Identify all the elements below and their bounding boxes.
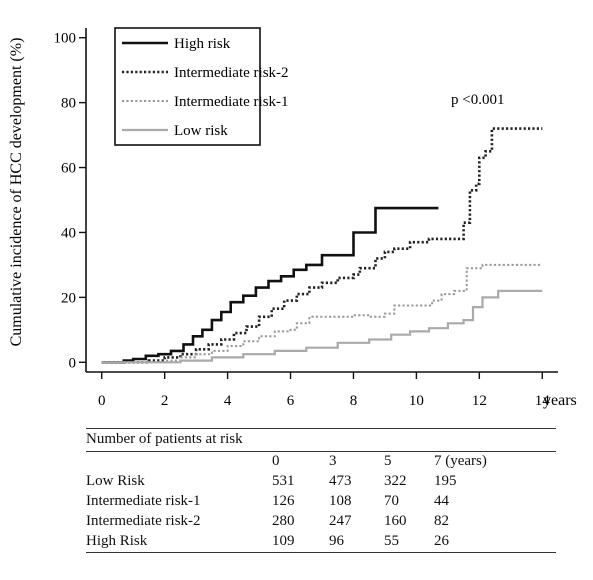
risk-row-label: Intermediate risk-1 (86, 493, 201, 510)
risk-cell: 109 (272, 533, 295, 550)
x-tick-label: 0 (98, 393, 106, 409)
risk-table-title: Number of patients at risk (86, 431, 243, 447)
risk-cell: 160 (384, 513, 407, 530)
risk-cell: 108 (329, 493, 352, 510)
risk-header-3: 3 (329, 453, 337, 470)
risk-row-low: Low Risk 531 473 322 195 (86, 472, 556, 492)
risk-cell: 531 (272, 473, 295, 490)
risk-cell: 82 (434, 513, 449, 530)
risk-cell: 70 (384, 493, 399, 510)
risk-row-label: Low Risk (86, 473, 145, 490)
p-value-annotation: p <0.001 (451, 92, 504, 108)
risk-cell: 26 (434, 533, 449, 550)
risk-cell: 96 (329, 533, 344, 550)
risk-table-header-row: 0 3 5 7 (years) (86, 452, 556, 472)
series-layer (102, 129, 543, 363)
risk-header-0: 0 (272, 453, 280, 470)
risk-header-7: 7 (years) (434, 453, 487, 470)
risk-cell: 473 (329, 473, 352, 490)
y-tick-label: 80 (61, 96, 76, 112)
y-tick-label: 20 (61, 290, 76, 306)
x-tick-label: 4 (224, 393, 232, 409)
y-tick-label: 60 (61, 161, 76, 177)
risk-cell: 280 (272, 513, 295, 530)
x-tick-label: 6 (287, 393, 295, 409)
x-tick-label: 2 (161, 393, 169, 409)
risk-cell: 247 (329, 513, 352, 530)
legend-label-4: Low risk (174, 123, 228, 139)
y-tick-label: 100 (54, 31, 77, 47)
legend-label-3: Intermediate risk-1 (174, 94, 289, 110)
x-tick-label: 12 (472, 393, 487, 409)
y-tick-label: 0 (69, 355, 77, 371)
risk-row-intermediate-1: Intermediate risk-1 126 108 70 44 (86, 492, 556, 512)
legend: High risk Intermediate risk-2 Intermediate… (115, 28, 289, 145)
risk-row-high: High Risk 109 96 55 26 (86, 532, 556, 553)
x-tick-label: 8 (350, 393, 358, 409)
risk-row-label: High Risk (86, 533, 147, 550)
y-axis-label: Cumulative incidence of HCC development … (8, 38, 25, 347)
series-line-4 (102, 291, 543, 362)
y-tick-label: 40 (61, 225, 76, 241)
legend-label-1: High risk (174, 36, 231, 52)
risk-cell: 126 (272, 493, 295, 510)
risk-cell: 55 (384, 533, 399, 550)
risk-row-label: Intermediate risk-2 (86, 513, 201, 530)
x-axis-label: years (543, 392, 577, 409)
risk-cell: 195 (434, 473, 457, 490)
risk-cell: 44 (434, 493, 449, 510)
risk-header-5: 5 (384, 453, 392, 470)
risk-table-title-row: Number of patients at risk (86, 428, 556, 452)
risk-row-intermediate-2: Intermediate risk-2 280 247 160 82 (86, 512, 556, 532)
x-tick-label: 10 (409, 393, 424, 409)
legend-label-2: Intermediate risk-2 (174, 65, 289, 81)
risk-table: Number of patients at risk 0 3 5 7 (year… (86, 428, 556, 553)
series-line-2 (102, 129, 543, 363)
risk-cell: 322 (384, 473, 407, 490)
